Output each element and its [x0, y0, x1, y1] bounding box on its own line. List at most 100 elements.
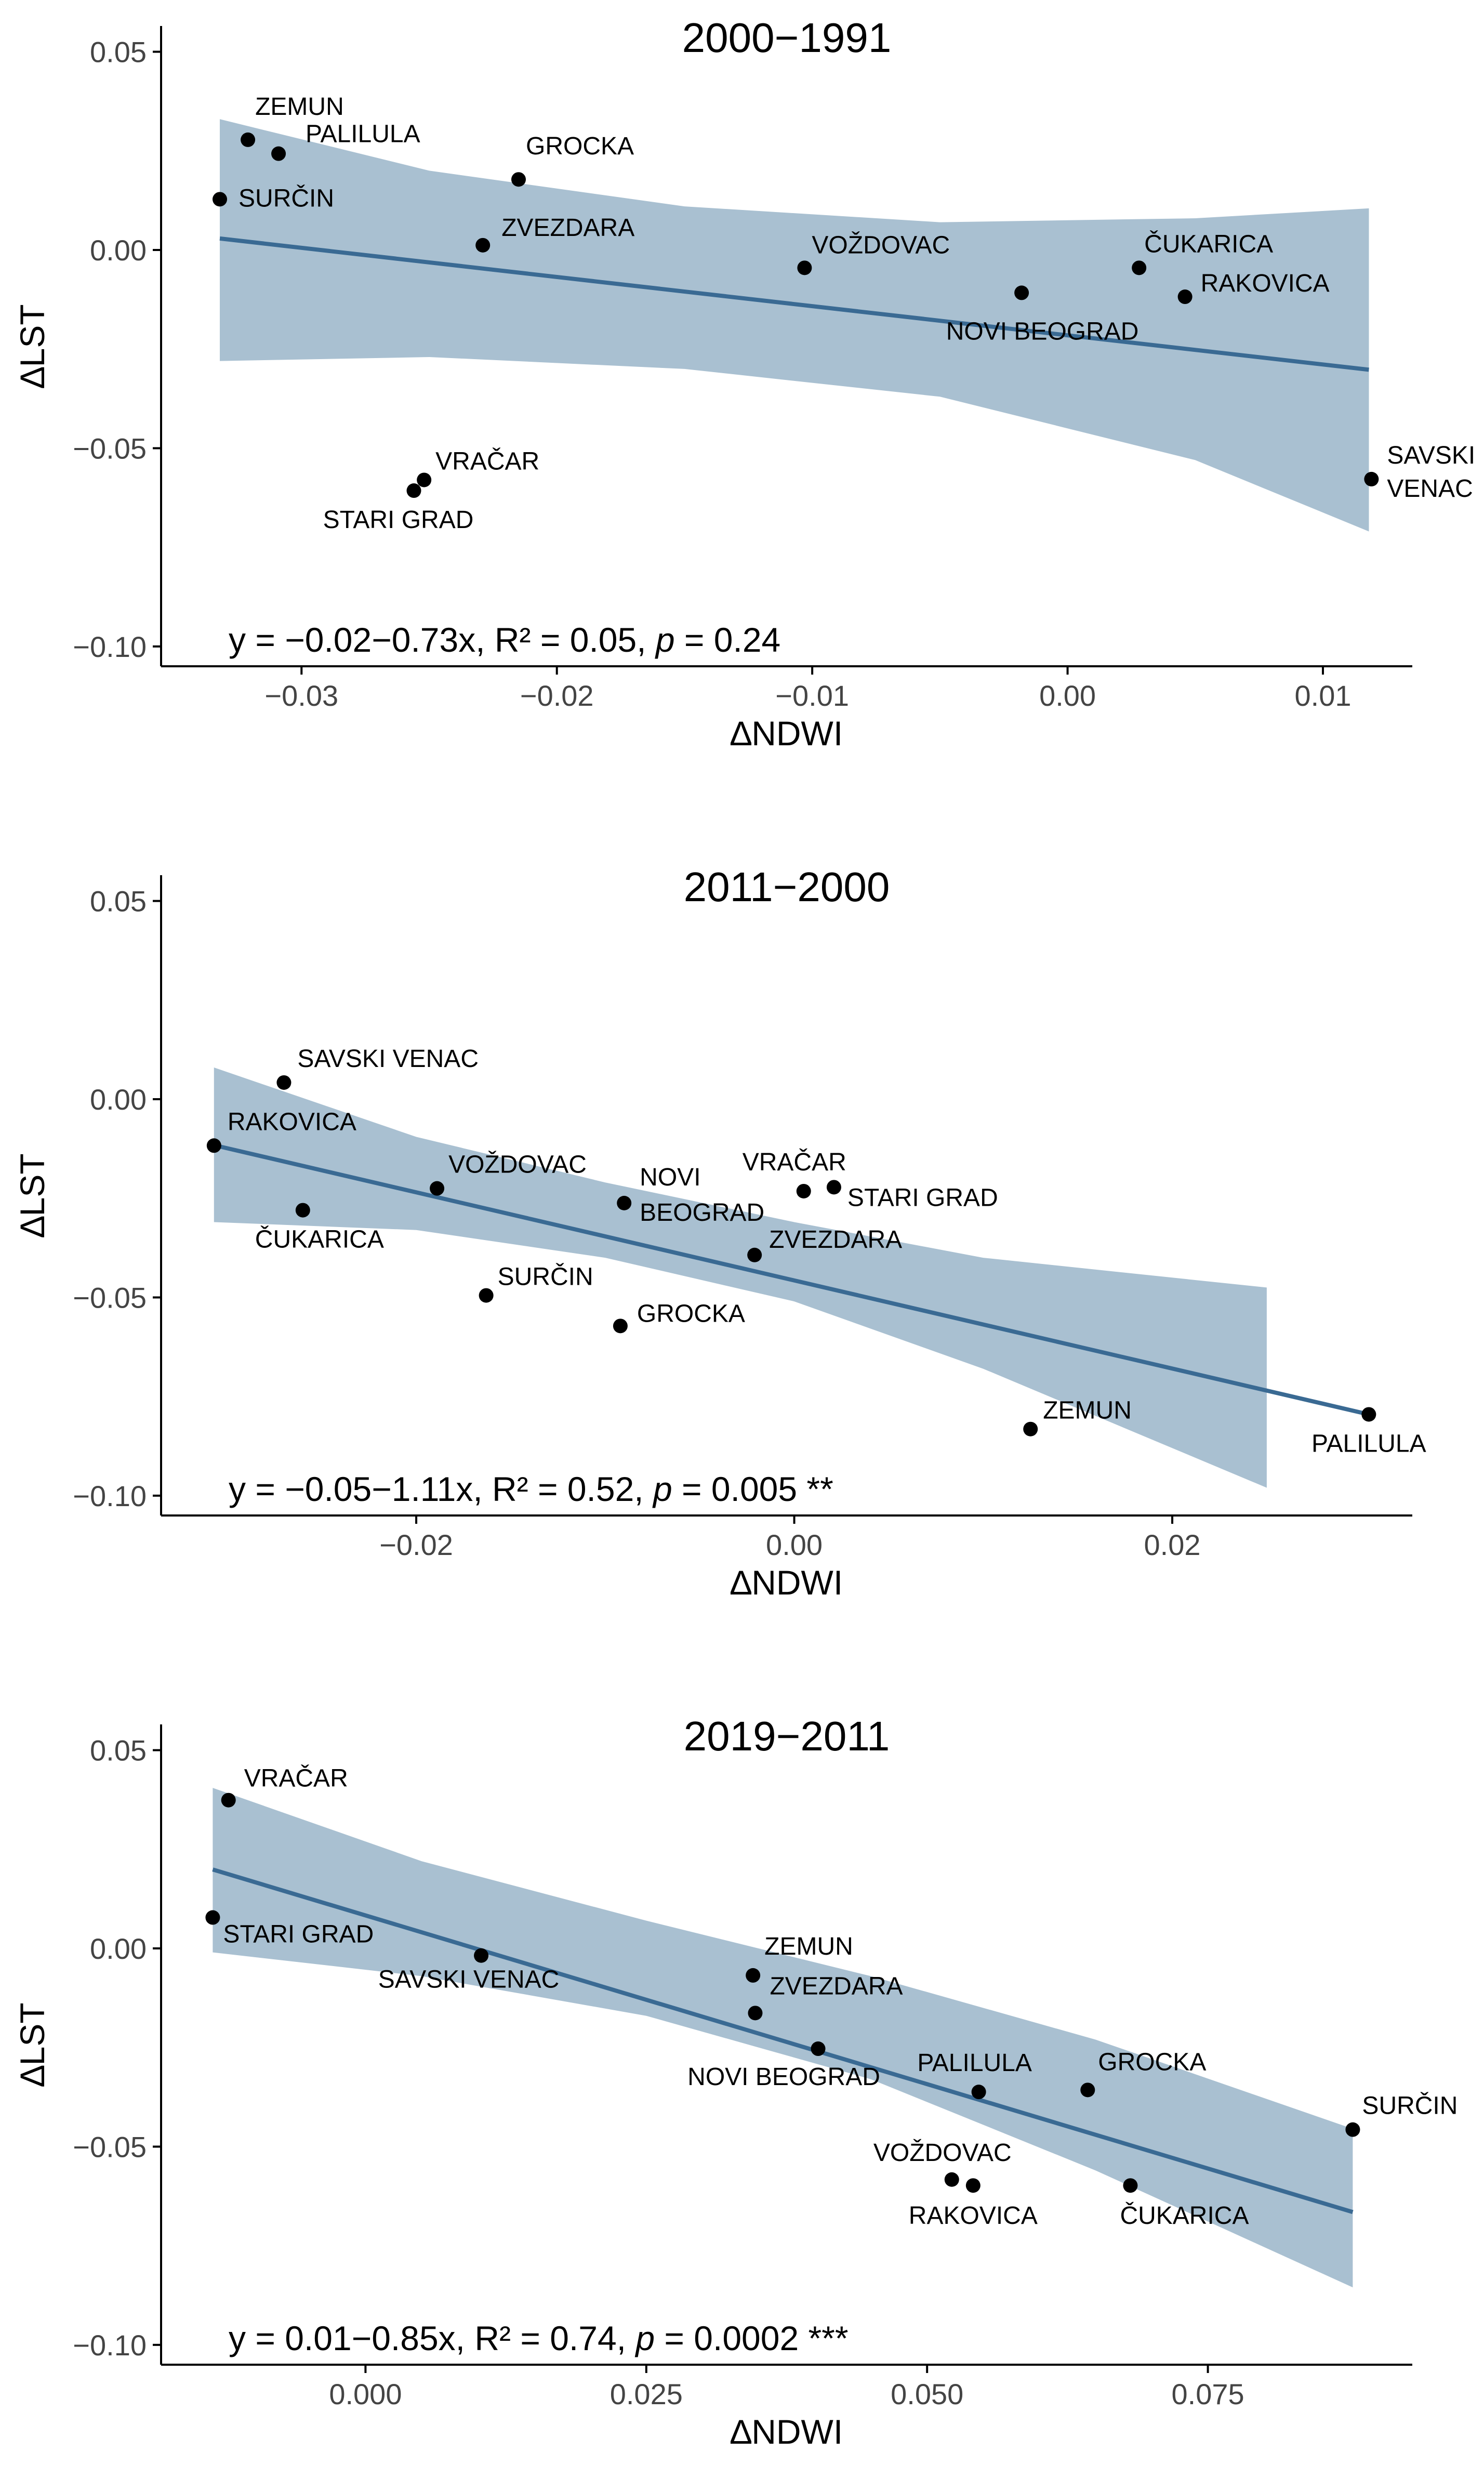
regression-line	[212, 1867, 1354, 2214]
x-tick-label: 0.00	[1039, 679, 1096, 712]
annotation-p-value: = 0.005 **	[672, 1470, 833, 1508]
y-tick-label: −0.10	[73, 630, 147, 663]
point-label: RAKOVICA	[1201, 270, 1330, 297]
data-point	[221, 1792, 236, 1808]
point-label: VOŽDOVAC	[873, 2139, 1012, 2167]
point-label: ČUKARICA	[255, 1225, 384, 1254]
data-point	[511, 172, 526, 187]
point-label: SAVSKI VENAC	[378, 1966, 560, 1994]
data-point	[747, 1247, 762, 1262]
point-label: PALILULA	[1311, 1430, 1426, 1457]
annotation-p-value: = 0.0002 ***	[655, 2319, 848, 2357]
point-label: VRAČAR	[743, 1148, 846, 1176]
confidence-band	[213, 1788, 1353, 2288]
point-label: STARI GRAD	[323, 506, 474, 534]
y-tick-label: 0.05	[90, 1734, 147, 1767]
data-point	[430, 1181, 445, 1196]
x-axis-title: ∆NDWI	[731, 714, 843, 753]
point-label: SAVSKI	[1387, 442, 1475, 469]
regression-line	[213, 1143, 1370, 1417]
point-label: RAKOVICA	[228, 1108, 356, 1136]
data-point	[617, 1195, 632, 1210]
data-point	[1123, 2178, 1138, 2193]
annotation-p-symbol: p	[634, 2319, 655, 2357]
data-point	[475, 238, 491, 253]
data-point	[748, 2006, 763, 2021]
data-point	[206, 1138, 221, 1153]
point-label: VOŽDOVAC	[448, 1151, 587, 1179]
x-tick-label: −0.02	[379, 1528, 453, 1561]
data-point	[965, 2178, 981, 2193]
x-tick-label: 0.000	[329, 2378, 402, 2410]
data-point	[613, 1319, 628, 1334]
point-label: RAKOVICA	[909, 2202, 1038, 2230]
y-tick-label: −0.10	[73, 2329, 147, 2362]
annotation-p-symbol: p	[655, 621, 675, 659]
y-tick-label: 0.00	[90, 1932, 147, 1965]
data-point	[1361, 1407, 1376, 1422]
point-label: SURČIN	[239, 184, 334, 212]
y-axis-title: ∆LST	[13, 1153, 51, 1237]
data-point	[1177, 289, 1192, 305]
data-point	[213, 192, 228, 207]
data-point	[971, 2085, 986, 2100]
confidence-band	[214, 1067, 1267, 1488]
x-tick-label: 0.075	[1172, 2378, 1244, 2410]
annotation-equation: y = 0.01−0.85x, R² = 0.74,	[229, 2319, 635, 2357]
point-label: NOVI BEOGRAD	[946, 318, 1139, 345]
data-point	[205, 1910, 220, 1925]
data-point	[944, 2172, 959, 2187]
x-tick-label: 0.02	[1144, 1528, 1201, 1561]
confidence-band	[220, 119, 1369, 532]
point-label: SAVSKI VENAC	[297, 1045, 479, 1073]
data-point	[479, 1288, 494, 1303]
x-tick-label: 0.025	[610, 2378, 683, 2410]
data-point	[417, 472, 432, 487]
data-point	[1023, 1421, 1038, 1436]
chart-title: 2011−2000	[684, 864, 890, 910]
point-label: ČUKARICA	[1144, 230, 1273, 258]
y-tick-label: 0.05	[90, 885, 147, 918]
x-axis-title: ∆NDWI	[731, 1563, 843, 1602]
point-label: VRAČAR	[435, 447, 539, 475]
annotation-equation: y = −0.02−0.73x, R² = 0.05,	[229, 621, 656, 659]
data-point	[746, 1968, 761, 1983]
data-point	[1345, 2122, 1360, 2137]
point-label: GROCKA	[1098, 2048, 1206, 2076]
y-axis-title: ∆LST	[13, 304, 51, 388]
point-label: ZEMUN	[1043, 1397, 1132, 1425]
y-tick-label: −0.05	[73, 432, 147, 465]
data-point	[1364, 471, 1379, 486]
regression-annotation: y = −0.05−1.11x, R² = 0.52, p = 0.005 **	[229, 1470, 833, 1508]
y-tick-label: 0.00	[90, 234, 147, 267]
point-label: ZVEZDARA	[769, 1226, 902, 1254]
x-axis-title: ∆NDWI	[731, 2413, 843, 2451]
data-point	[1080, 2082, 1095, 2098]
point-label: STARI GRAD	[223, 1921, 374, 1948]
point-label: ZEMUN	[764, 1933, 853, 1960]
regression-annotation: y = 0.01−0.85x, R² = 0.74, p = 0.0002 **…	[229, 2319, 849, 2357]
data-point	[276, 1075, 292, 1090]
x-tick-label: 0.01	[1295, 679, 1352, 712]
x-tick-label: 0.00	[766, 1528, 823, 1561]
annotation-p-symbol: p	[652, 1470, 672, 1508]
data-point	[271, 146, 286, 161]
point-label: PALILULA	[306, 121, 420, 148]
point-label: ZVEZDARA	[501, 214, 634, 242]
y-tick-label: 0.00	[90, 1083, 147, 1116]
x-tick-label: −0.02	[520, 679, 594, 712]
chart-panel-2: 2011−2000 0.05 0.00 −0.05 −0.10 −0.02 0.00 0.02…	[13, 864, 1426, 1602]
data-point	[406, 483, 421, 498]
point-label: STARI GRAD	[847, 1184, 998, 1211]
point-label: SURČIN	[498, 1263, 593, 1291]
data-point	[826, 1180, 841, 1195]
point-label: BEOGRAD	[640, 1199, 764, 1227]
data-point	[474, 1948, 489, 1963]
data-point	[1014, 285, 1029, 300]
point-label: PALILULA	[917, 2049, 1032, 2077]
y-tick-label: −0.05	[73, 1281, 147, 1314]
x-tick-label: 0.050	[891, 2378, 963, 2410]
data-point	[797, 260, 812, 275]
